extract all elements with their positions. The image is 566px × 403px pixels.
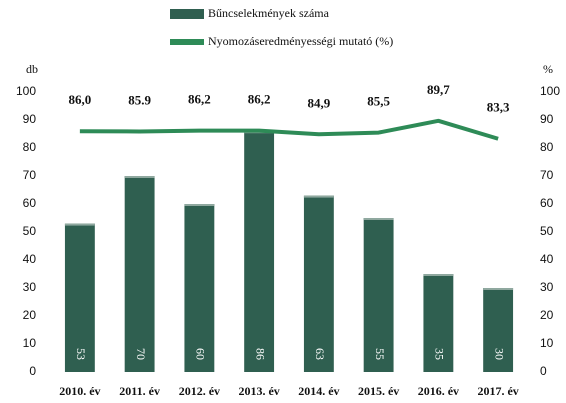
y-tick-label: 0 <box>29 364 36 378</box>
line-value-label: 86,2 <box>248 92 271 107</box>
y2-axis-title: % <box>543 62 553 76</box>
y2-tick-label: 10 <box>540 336 554 350</box>
bar-value-label: 60 <box>194 348 208 360</box>
bar <box>483 288 514 372</box>
bar-top <box>124 176 155 178</box>
line-value-label: 85,5 <box>367 94 390 109</box>
y-tick-label: 50 <box>23 224 37 238</box>
bar <box>244 131 275 372</box>
x-tick-label: 2012. év <box>179 384 220 398</box>
y-tick-label: 40 <box>23 252 37 266</box>
y-tick-label: 100 <box>16 84 36 98</box>
x-tick-label: 2017. év <box>477 384 518 398</box>
line-value-label: 86,2 <box>188 92 211 107</box>
bar-top <box>423 274 454 276</box>
x-tick-label: 2011. év <box>119 384 160 398</box>
legend-label: Bűncselekmények száma <box>208 6 330 20</box>
line-value-label: 84,9 <box>308 95 331 110</box>
x-tick-label: 2014. év <box>298 384 339 398</box>
y-tick-label: 60 <box>23 196 37 210</box>
bar-top <box>184 204 215 206</box>
legend-label: Nyomozáseredményességi mutató (%) <box>208 34 393 48</box>
x-tick-label: 2015. év <box>358 384 399 398</box>
bar-value-label: 70 <box>134 348 148 360</box>
bar-top <box>303 195 334 198</box>
y2-tick-label: 30 <box>540 280 554 294</box>
y2-tick-label: 20 <box>540 308 554 322</box>
bar-value-label: 55 <box>373 348 387 360</box>
y2-tick-label: 100 <box>540 84 560 98</box>
bar-top <box>483 288 514 290</box>
x-tick-label: 2016. év <box>418 384 459 398</box>
y2-tick-label: 50 <box>540 224 554 238</box>
y2-tick-label: 0 <box>540 364 547 378</box>
y2-tick-label: 40 <box>540 252 554 266</box>
x-tick-label: 2013. év <box>238 384 279 398</box>
bar-value-label: 35 <box>433 348 447 360</box>
y-tick-label: 20 <box>23 308 37 322</box>
bar <box>64 223 95 372</box>
line-value-label: 89,7 <box>427 82 450 97</box>
y-tick-label: 30 <box>23 280 37 294</box>
y2-tick-label: 90 <box>540 112 554 126</box>
line <box>79 118 499 141</box>
bar-value-label: 30 <box>492 348 506 360</box>
y-tick-label: 70 <box>23 168 37 182</box>
y-tick-label: 80 <box>23 140 37 154</box>
bar <box>363 218 394 372</box>
legend-swatch <box>170 9 204 19</box>
bar-value-label: 53 <box>74 348 88 360</box>
y2-tick-label: 70 <box>540 168 554 182</box>
bar <box>423 274 454 372</box>
bar <box>184 204 215 372</box>
bar-value-label: 63 <box>313 348 327 360</box>
line-value-label: 83,3 <box>487 100 510 115</box>
y2-tick-label: 60 <box>540 196 554 210</box>
line-value-label: 85.9 <box>128 92 151 107</box>
y-axis-title: db <box>26 62 38 76</box>
y2-tick-label: 80 <box>540 140 554 154</box>
bar <box>303 195 334 372</box>
bar-top <box>363 218 394 220</box>
y-tick-label: 90 <box>23 112 37 126</box>
y-tick-label: 10 <box>23 336 37 350</box>
bar <box>124 176 155 372</box>
bar-value-label: 86 <box>253 348 267 360</box>
line-value-label: 86,0 <box>69 92 92 107</box>
bar-top <box>64 223 95 226</box>
legend-swatch <box>170 39 204 45</box>
x-tick-label: 2010. év <box>59 384 100 398</box>
